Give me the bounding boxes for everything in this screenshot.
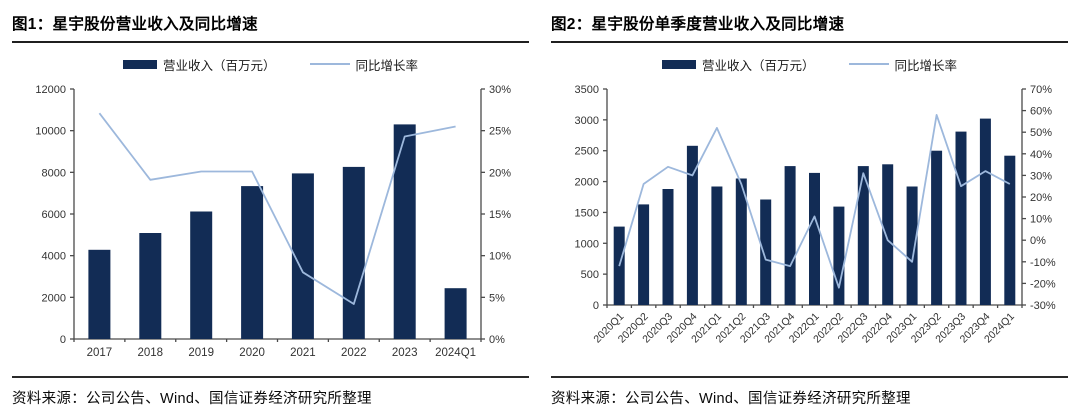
revenue-bar-2023Q4 [979,118,991,305]
left-axis-tick-label: 3500 [575,84,599,96]
figure-2-plot-svg: 0 500 1000 1500 2000 2500 3000 3500 70% 60% 50% 40%… [575,84,1056,346]
revenue-bar-2020 [241,186,264,339]
left-axis-tick-label: 2500 [575,146,599,158]
right-axis-tick-label: -10% [1030,257,1056,269]
left-axis-tick-label: 4000 [42,251,66,263]
revenue-bar-2023Q1 [906,186,918,305]
revenue-bar-2022Q2 [833,206,845,305]
figure-1-legend-item-bar: 营业收入（百万元） [122,55,276,74]
right-axis-tick-label: 30% [1030,170,1052,182]
figure-2-source: 资料来源：公司公告、Wind、国信证券经济研究所整理 [551,376,1068,408]
revenue-bar-2019 [190,211,213,339]
figure-1-legend-item-line: 同比增长率 [309,55,419,74]
revenue-bar-2020Q3 [662,189,674,305]
right-axis-tick-label: 20% [1030,192,1052,204]
right-axis-tick-label: 5% [489,292,505,304]
left-axis-tick-label: 0 [60,334,66,346]
revenue-bar-2022Q3 [857,166,869,305]
left-axis-tick-label: 2000 [575,177,599,189]
x-category-label: 2022 [341,347,367,359]
right-axis-tick-label: 50% [1030,127,1052,139]
revenue-bar-2023 [393,124,416,340]
right-axis-tick-label: -30% [1030,300,1056,312]
revenue-bar-2024Q1 [444,288,467,339]
x-category-label: 2017 [87,347,113,359]
bar-series-swatch-icon [661,59,696,69]
legend-label: 同比增长率 [894,58,958,73]
legend-label: 营业收入（百万元） [162,58,276,73]
left-axis-tick-label: 2000 [42,292,66,304]
left-axis-tick-label: 10000 [35,126,66,138]
right-axis-tick-label: 40% [1030,149,1052,161]
revenue-bar-2021Q4 [784,166,796,305]
figure-2-title: 图2：星宇股份单季度营业收入及同比增速 [551,12,1068,43]
figure-2-legend-item-bar: 营业收入（百万元） [661,55,815,74]
right-axis-tick-label: 30% [489,84,511,96]
bar-series-swatch-icon [122,59,157,69]
revenue-bar-2020Q4 [686,145,698,305]
figure-1-chart: 营业收入（百万元） 同比增长率 0 2000 4000 6000 8000 10000 1200… [12,43,529,374]
revenue-bar-2021 [291,173,314,339]
right-axis-tick-label: 20% [489,167,511,179]
left-axis-tick-label: 500 [581,269,599,281]
revenue-bar-2022Q4 [882,164,894,305]
line-series-swatch-icon [848,63,889,65]
revenue-bar-2017 [88,249,111,339]
right-axis-tick-label: 10% [1030,214,1052,226]
right-axis-tick-label: 0% [1030,235,1046,247]
right-axis-tick-label: 60% [1030,106,1052,118]
legend-label: 同比增长率 [355,58,419,73]
revenue-bar-2020Q2 [638,204,650,305]
legend-label: 营业收入（百万元） [701,58,815,73]
figure-1-legend: 营业收入（百万元） 同比增长率 [12,53,529,75]
figure-2-panel: 图2：星宇股份单季度营业收入及同比增速 营业收入（百万元） 同比增长率 0 500 10… [551,8,1068,408]
figure-2-chart: 营业收入（百万元） 同比增长率 0 500 1000 1500 2000 2500 3000 35… [551,43,1068,374]
yoy-growth-line [618,114,1011,289]
x-category-label: 2020 [239,347,265,359]
revenue-bar-2024Q1 [1004,155,1016,305]
figure-1-panel: 图1：星宇股份营业收入及同比增速 营业收入（百万元） 同比增长率 0 2000 4000… [12,8,529,408]
figure-1-source: 资料来源：公司公告、Wind、国信证券经济研究所整理 [12,376,529,408]
right-axis-tick-label: 70% [1030,84,1052,96]
right-axis-tick-label: 15% [489,209,511,221]
revenue-bar-2023Q3 [955,131,967,305]
revenue-bar-2022 [342,166,365,339]
left-axis-tick-label: 6000 [42,209,66,221]
revenue-bar-2023Q2 [931,150,943,305]
x-category-label: 2021 [290,347,316,359]
figure-2-legend-item-line: 同比增长率 [848,55,958,74]
x-category-label: 2019 [188,347,214,359]
left-axis-tick-label: 1000 [575,238,599,250]
x-category-label: 2024Q1 [435,347,476,359]
x-category-label: 2018 [138,347,164,359]
right-axis-tick-label: 0% [489,334,505,346]
left-axis-tick-label: 3000 [575,115,599,127]
revenue-bar-2021Q1 [711,186,723,305]
revenue-bar-2021Q2 [735,178,747,305]
yoy-growth-line [98,112,456,305]
left-axis-tick-label: 1500 [575,207,599,219]
right-axis-tick-label: 25% [489,126,511,138]
revenue-bar-2022Q1 [809,172,820,305]
right-axis-tick-label: -20% [1030,278,1056,290]
revenue-bar-2018 [139,233,162,339]
line-series-swatch-icon [309,63,350,65]
left-axis-tick-label: 12000 [35,84,66,96]
x-category-label: 2023 [392,347,418,359]
left-axis-tick-label: 8000 [42,167,66,179]
figure-2-legend: 营业收入（百万元） 同比增长率 [551,53,1068,75]
left-axis-tick-label: 0 [593,300,599,312]
figure-1-plot-svg: 0 2000 4000 6000 8000 10000 12000 0% 5% 10% 15% 20%… [35,84,511,359]
revenue-bar-2021Q3 [760,199,772,305]
right-axis-tick-label: 10% [489,251,511,263]
figure-1-title: 图1：星宇股份营业收入及同比增速 [12,12,529,43]
